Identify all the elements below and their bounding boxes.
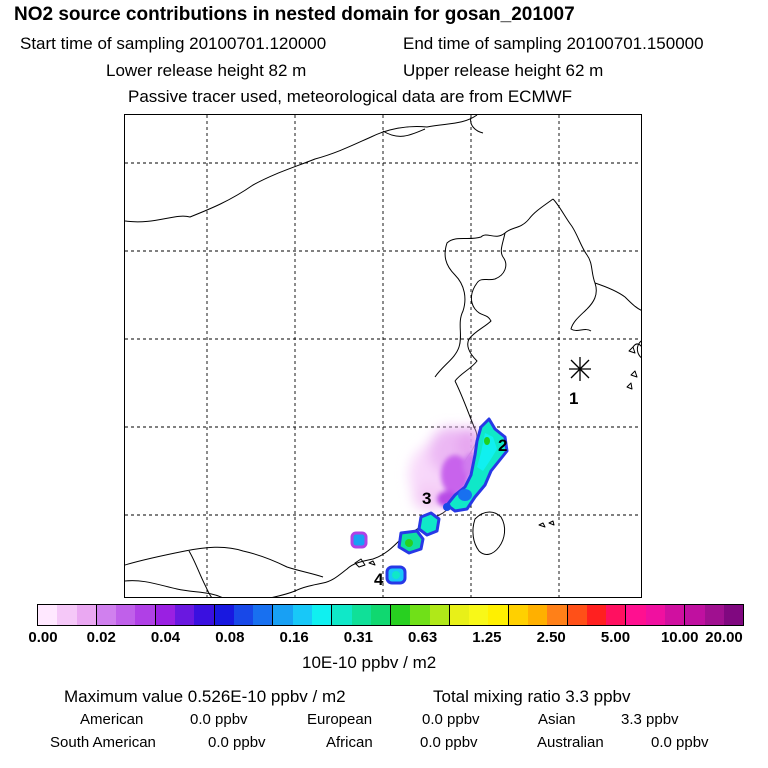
colorbar-segment xyxy=(311,605,333,625)
colorbar-tick-label: 0.16 xyxy=(279,629,309,646)
colorbar-segment xyxy=(57,605,77,625)
coastlines xyxy=(125,115,641,597)
start-time-label: Start time of sampling 20100701.120000 xyxy=(20,34,327,53)
colorbar-segment xyxy=(723,605,744,625)
colorbar-tick-label: 0.04 xyxy=(150,629,181,646)
region-asian-value: 3.3 ppbv xyxy=(621,711,679,728)
colorbar-segment xyxy=(488,605,509,625)
colorbar-segment xyxy=(233,605,254,625)
colorbar-segment xyxy=(273,605,293,625)
region-european-value: 0.0 ppbv xyxy=(422,711,480,728)
tracer-note: Passive tracer used, meteorological data… xyxy=(128,87,573,106)
total-mixing-label: Total mixing ratio 3.3 ppbv xyxy=(433,687,631,706)
colorbar-segment xyxy=(567,605,587,625)
colorbar xyxy=(37,604,744,626)
colorbar-segment xyxy=(469,605,489,625)
map-panel: 1 2 3 4 xyxy=(124,114,642,598)
colorbar-segment xyxy=(626,605,646,625)
max-value-label: Maximum value 0.526E-10 ppbv / m2 xyxy=(64,687,346,706)
colorbar-segment xyxy=(391,605,411,625)
region-australian-value: 0.0 ppbv xyxy=(651,734,709,751)
region-south-american-value: 0.0 ppbv xyxy=(208,734,266,751)
region-african-name: African xyxy=(326,734,373,751)
colorbar-segment xyxy=(351,605,371,625)
colorbar-segment xyxy=(76,605,97,625)
source-label-4: 4 xyxy=(374,570,384,589)
colorbar-segment xyxy=(38,605,58,625)
colorbar-segment xyxy=(332,605,352,625)
colorbar-tick-label: 2.50 xyxy=(536,629,566,646)
end-time-label: End time of sampling 20100701.150000 xyxy=(403,34,704,53)
colorbar-segment xyxy=(704,605,724,625)
colorbar-segment xyxy=(586,605,607,625)
region-asian-name: Asian xyxy=(538,711,576,728)
colorbar-tick-label: 1.25 xyxy=(472,629,502,646)
receptor-label: 1 xyxy=(569,389,578,408)
colorbar-tick-label: 0.63 xyxy=(408,629,438,646)
lower-release-label: Lower release height 82 m xyxy=(106,61,307,80)
colorbar-segment xyxy=(194,605,215,625)
region-european-name: European xyxy=(307,711,373,728)
region-australian-name: Australian xyxy=(537,734,604,751)
upper-release-label: Upper release height 62 m xyxy=(403,61,604,80)
colorbar-segment xyxy=(508,605,529,625)
colorbar-tick-label: 0.08 xyxy=(215,629,245,646)
colorbar-segment xyxy=(606,605,627,625)
colorbar-segment xyxy=(155,605,175,625)
colorbar-segment xyxy=(645,605,665,625)
colorbar-segment xyxy=(174,605,195,625)
colorbar-segment xyxy=(547,605,568,625)
colorbar-tick-label: 5.00 xyxy=(600,629,631,646)
colorbar-tick-label: 20.00 xyxy=(705,629,743,646)
region-african-value: 0.0 ppbv xyxy=(420,734,478,751)
colorbar-units: 10E-10 ppbv / m2 xyxy=(302,653,437,672)
colorbar-segment xyxy=(292,605,312,625)
region-american-value: 0.0 ppbv xyxy=(190,711,248,728)
colorbar-tick-label: 0.02 xyxy=(86,629,116,646)
map-canvas: 1 2 3 4 xyxy=(125,115,641,597)
colorbar-segment xyxy=(410,605,430,625)
colorbar-segment xyxy=(96,605,117,625)
source-label-2: 2 xyxy=(498,436,507,455)
tracer-plume xyxy=(350,417,509,585)
plot-title: NO2 source contributions in nested domai… xyxy=(14,4,575,25)
colorbar-segment xyxy=(370,605,392,625)
colorbar-segment xyxy=(685,605,705,625)
colorbar-segment xyxy=(528,605,548,625)
colorbar-segment xyxy=(449,605,470,625)
colorbar-tick-label: 0.31 xyxy=(343,629,373,646)
colorbar-tick-label: 0.00 xyxy=(28,629,58,646)
colorbar-segment xyxy=(253,605,274,625)
source-label-3: 3 xyxy=(422,489,431,508)
graticule xyxy=(125,115,641,597)
colorbar-segment xyxy=(214,605,234,625)
receptor-marker-icon xyxy=(569,357,591,381)
colorbar-tick-label: 10.00 xyxy=(660,629,699,646)
colorbar-segment xyxy=(429,605,450,625)
colorbar-segment xyxy=(665,605,686,625)
colorbar-segment xyxy=(135,605,156,625)
colorbar-segment xyxy=(116,605,136,625)
region-american-name: American xyxy=(80,711,144,728)
region-south-american-name: South American xyxy=(50,734,156,751)
